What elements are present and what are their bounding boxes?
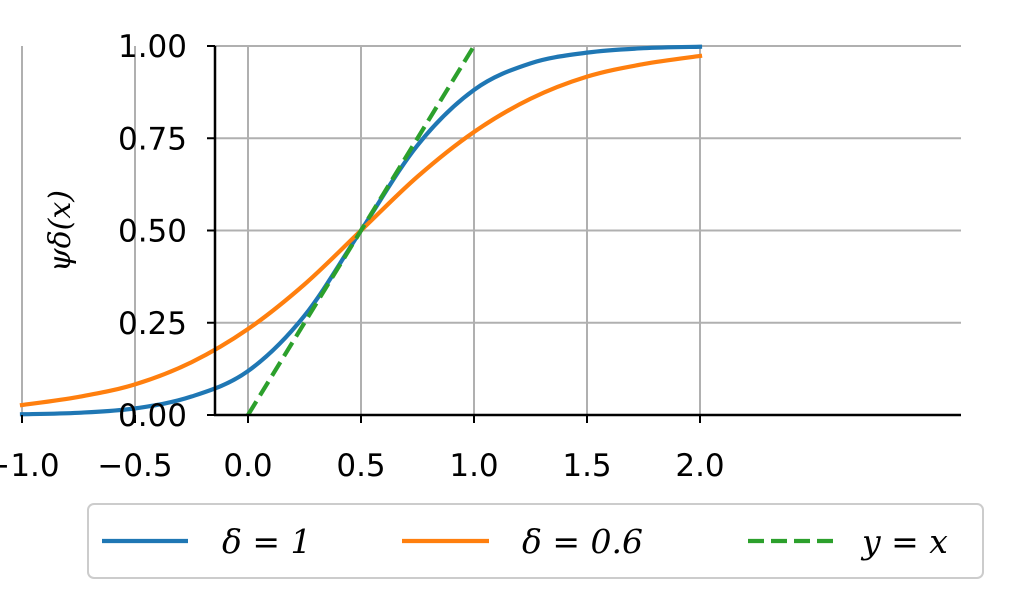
legend-frame: [87, 503, 984, 579]
x-tick-label: 2.0: [675, 448, 724, 484]
y-tick-label: 1.00: [118, 29, 187, 65]
legend-label: y = x: [860, 522, 948, 561]
x-tick-label: −1.0: [0, 448, 60, 484]
y-ticks: 0.00 0.25 0.50 0.75 1.00: [118, 29, 215, 434]
y-tick-label: 0.25: [118, 306, 187, 342]
x-ticks: −1.0 −0.5 0.0 0.5 1.0 1.5 2.0: [0, 415, 725, 484]
x-tick-label: 1.0: [449, 448, 498, 484]
y-tick-label: 0.75: [118, 121, 187, 157]
x-tick-label: 1.5: [562, 448, 611, 484]
grid: [21, 45, 961, 416]
legend-label: δ = 1: [222, 522, 312, 561]
y-axis-label: ψδ(x): [43, 190, 78, 272]
x-tick-label: −0.5: [97, 448, 172, 484]
plot-series: [19, 44, 703, 417]
legend: δ = 1 δ = 0.6 y = x: [87, 503, 984, 579]
legend-label: δ = 0.6: [522, 522, 643, 561]
series-line-3: [246, 44, 476, 417]
y-tick-label: 0.00: [118, 398, 187, 434]
x-tick-label: 0.5: [336, 448, 385, 484]
x-tick-label: 0.0: [223, 448, 272, 484]
y-tick-label: 0.50: [118, 214, 187, 250]
